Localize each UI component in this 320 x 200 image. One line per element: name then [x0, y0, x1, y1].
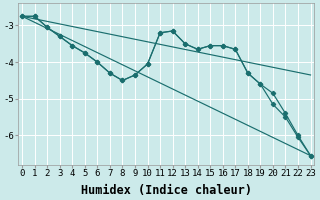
- X-axis label: Humidex (Indice chaleur): Humidex (Indice chaleur): [81, 184, 252, 197]
